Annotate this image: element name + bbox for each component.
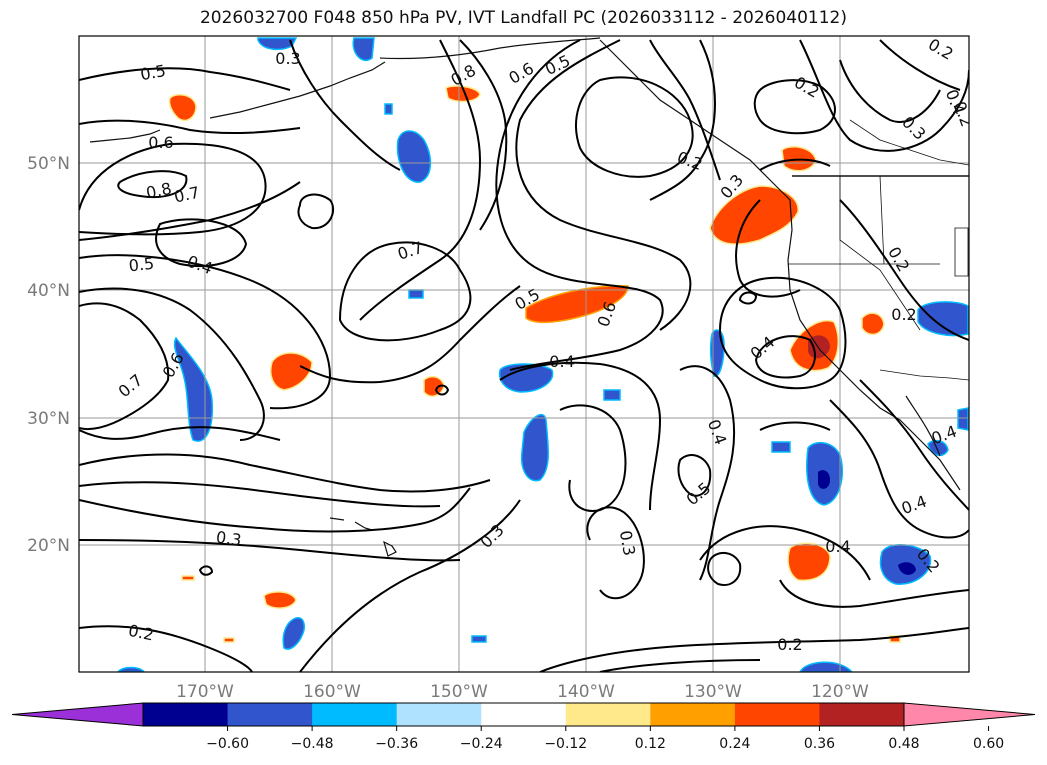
lon-label: 140°W [557, 682, 615, 702]
colorbar-bin [143, 703, 229, 726]
lat-label: 30°N [27, 409, 70, 429]
colorbar-bin [312, 703, 398, 726]
contour-label: 0.7 [172, 183, 201, 207]
contour-label: 0.2 [127, 621, 156, 645]
contour-label: 0.4 [825, 537, 850, 556]
colorbar-bin [734, 703, 820, 726]
contour-label: 0.2 [891, 305, 916, 324]
lon-label: 120°W [811, 682, 869, 702]
colorbar-tick-label: −0.12 [544, 736, 587, 752]
colorbar-tick-label: 0.48 [888, 736, 919, 752]
colorbar-arrow-min [11, 702, 144, 727]
colorbar-frame [142, 702, 905, 727]
colorbar-tick-label: 0.12 [635, 736, 666, 752]
contour-label: 0.2 [777, 635, 802, 654]
lon-label: 160°W [303, 682, 361, 702]
colorbar-tick-label: −0.36 [375, 736, 418, 752]
latitude-labels: 50°N 40°N 30°N 20°N [27, 154, 70, 556]
contour-label: 0.3 [215, 527, 243, 549]
plot-frame [78, 35, 970, 673]
lon-label: 150°W [430, 682, 488, 702]
contour-label: 0.3 [275, 49, 300, 68]
map-title: 2026032700 F048 850 hPa PV, IVT Landfall… [199, 8, 847, 28]
shaded-anomalies [117, 37, 969, 672]
colorbar-arrow-max [903, 702, 1036, 727]
contour-label: 0.5 [128, 254, 155, 276]
contour-label: 0.3 [616, 529, 639, 557]
colorbar-tick-label: −0.24 [460, 736, 503, 752]
colorbar-bin [396, 703, 482, 726]
lat-label: 40°N [27, 281, 70, 301]
contour-label: 0.5 [139, 61, 167, 84]
contour-label: 0.4 [549, 352, 574, 371]
colorbar-tick-label: −0.48 [291, 736, 334, 752]
colorbar-tick-label: 0.36 [804, 736, 835, 752]
colorbar-bin [481, 703, 567, 726]
lon-label: 170°W [176, 682, 234, 702]
colorbar-tick-label: −0.60 [206, 736, 249, 752]
contour-label: 0.8 [144, 179, 173, 203]
lon-label: 130°W [684, 682, 742, 702]
longitude-labels: 170°W 160°W 150°W 140°W 130°W 120°W [176, 682, 869, 702]
colorbar-tick-label: 0.24 [719, 736, 750, 752]
colorbar-bin [227, 703, 313, 726]
colorbar-bin [819, 703, 905, 726]
lat-label: 20°N [27, 536, 70, 556]
colorbar-bin [565, 703, 651, 726]
contour-label: 0.6 [148, 133, 173, 152]
colorbar: −0.60 −0.48 −0.36 −0.24 −0.12 0.12 0.24 0.36 0.4… [11, 702, 1036, 752]
colorbar-bin [650, 703, 736, 726]
contour-lines [79, 39, 969, 672]
colorbar-tick-label: 0.60 [973, 736, 1004, 752]
lat-label: 50°N [27, 154, 70, 174]
